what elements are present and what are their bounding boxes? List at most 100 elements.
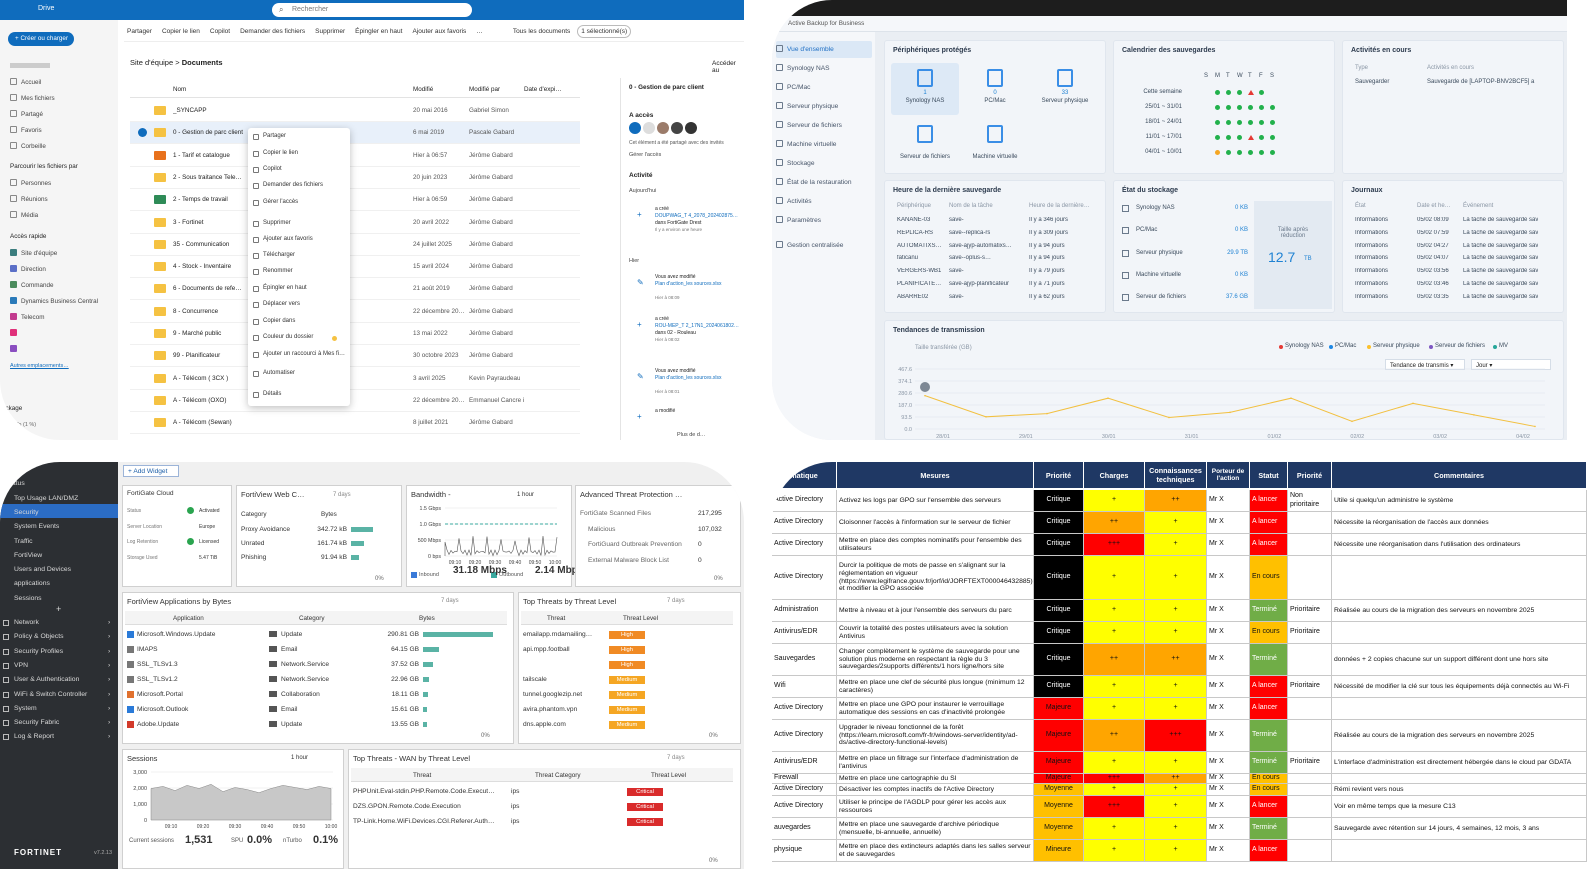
- table-cell[interactable]: Upgrader le niveau fonctionnel de la for…: [837, 720, 1034, 752]
- table-cell[interactable]: A lancer: [1250, 512, 1288, 534]
- table-cell[interactable]: Mettre en place un filtrage sur l'interf…: [837, 752, 1034, 774]
- table-cell[interactable]: Administration: [772, 600, 837, 622]
- add-icon[interactable]: +: [56, 604, 62, 614]
- table-cell[interactable]: Active Directory: [772, 698, 837, 720]
- table-cell[interactable]: Mr X: [1207, 644, 1250, 676]
- table-cell[interactable]: En cours: [1250, 784, 1288, 796]
- context-menu-item[interactable]: Partager: [263, 133, 287, 139]
- file-name[interactable]: 8 - Concurrence: [173, 307, 219, 315]
- table-row[interactable]: 0 - Gestion de parc client 6 mai 2019 Pasc…: [130, 122, 580, 145]
- table-cell[interactable]: Cloisonner l'accès à l'information sur l…: [837, 512, 1034, 534]
- table-cell[interactable]: Non prioritaire: [1288, 490, 1332, 512]
- apps-col-bytes[interactable]: Bytes: [419, 615, 435, 622]
- table-row[interactable]: 8 - Concurrence 22 décembre 20… Jérôme Gab…: [130, 301, 580, 323]
- device-tile[interactable]: 1 Synology NAS: [891, 63, 959, 115]
- table-cell[interactable]: Terminé: [1250, 752, 1288, 774]
- table-cell[interactable]: +: [1084, 490, 1145, 512]
- table-row[interactable]: 1 - Tarif et catalogue Hier à 06:57 Jérôme…: [130, 145, 580, 167]
- sidebar-item[interactable]: Serveur de fichiers: [787, 122, 842, 129]
- col-modified[interactable]: Modifié: [413, 86, 434, 93]
- sidebar-item[interactable]: Top Usage LAN/DMZ: [14, 494, 79, 502]
- table-cell[interactable]: +: [1145, 622, 1207, 644]
- table-cell[interactable]: Durcir la politique de mots de passe en …: [837, 556, 1034, 600]
- activity-file-link[interactable]: ROU-MEP_T 2_17N1_2024061802.conf: [655, 323, 739, 329]
- table-cell[interactable]: Majeure: [1034, 720, 1084, 752]
- table-cell[interactable]: Réalisée au cours de la migration des se…: [1332, 600, 1587, 622]
- table-row[interactable]: 6 - Documents de reference 21 août 2019 Jé…: [130, 278, 580, 301]
- pane-more[interactable]: Plus de d…: [677, 432, 706, 438]
- sidebar-item[interactable]: applications: [14, 580, 50, 588]
- col-modified-by[interactable]: Modifié par: [469, 86, 501, 93]
- table-cell[interactable]: [1288, 774, 1332, 784]
- table-cell[interactable]: [1332, 698, 1587, 720]
- table-cell[interactable]: Critique: [1034, 644, 1084, 676]
- table-cell[interactable]: Prioritaire: [1288, 622, 1332, 644]
- table-cell[interactable]: En cours: [1250, 622, 1288, 644]
- selection-pill[interactable]: 1 sélectionné(s): [577, 25, 632, 38]
- device-tile[interactable]: 33 Serveur physique: [1031, 63, 1099, 115]
- table-cell[interactable]: A lancer: [1250, 676, 1288, 698]
- table-cell[interactable]: +: [1145, 796, 1207, 818]
- wan-period[interactable]: 7 days: [667, 755, 685, 761]
- table-cell[interactable]: [1288, 512, 1332, 534]
- table-cell[interactable]: Critique: [1034, 676, 1084, 698]
- table-row[interactable]: 2 - Sous traitance Telecom 20 juin 2023 Jé…: [130, 167, 580, 189]
- table-cell[interactable]: [1332, 556, 1587, 600]
- column-header[interactable]: Statut: [1250, 462, 1288, 488]
- avatar[interactable]: [629, 122, 641, 134]
- webcat-col-category[interactable]: Category: [241, 511, 267, 518]
- table-cell[interactable]: Active Directory: [772, 534, 837, 556]
- trend-period-select[interactable]: Jour ▾: [1471, 359, 1551, 370]
- file-name[interactable]: 99 - Planificateur: [173, 352, 221, 360]
- context-menu-item[interactable]: Ajouter aux favoris: [263, 236, 313, 242]
- sidebar-item[interactable]: Serveur physique: [787, 103, 839, 110]
- table-cell[interactable]: Utile si quelqu'un administre le système: [1332, 490, 1587, 512]
- sidebar-item[interactable]: Stockage: [787, 160, 815, 167]
- apps-col-category[interactable]: Category: [299, 615, 325, 622]
- sidebar-item[interactable]: Gestion centralisée: [787, 242, 844, 249]
- copy-link-command[interactable]: Copier le lien: [161, 28, 200, 35]
- table-cell[interactable]: ++: [1145, 774, 1207, 784]
- table-cell[interactable]: Activez les logs par GPO sur l'ensemble …: [837, 490, 1034, 512]
- quick-commande[interactable]: Commande: [10, 281, 54, 289]
- table-cell[interactable]: +: [1145, 556, 1207, 600]
- avatar[interactable]: [685, 122, 697, 134]
- pin-command[interactable]: Épingler en haut: [355, 28, 403, 35]
- table-cell[interactable]: [1288, 534, 1332, 556]
- table-cell[interactable]: +: [1145, 512, 1207, 534]
- table-cell[interactable]: Mettre en place une clef de sécurité plu…: [837, 676, 1034, 698]
- file-name[interactable]: 9 - Marché public: [173, 330, 222, 337]
- table-cell[interactable]: Critique: [1034, 534, 1084, 556]
- sidebar-item[interactable]: Paramètres: [787, 217, 822, 224]
- file-name[interactable]: 0 - Gestion de parc client: [173, 129, 243, 137]
- create-button[interactable]: + Créer ou charger: [8, 32, 74, 46]
- table-cell[interactable]: L'interface d'administration est directe…: [1332, 752, 1587, 774]
- table-row[interactable]: A - Télécom ( 3CX ) 3 avril 2025 Kevin Pay…: [130, 368, 580, 390]
- table-cell[interactable]: ++: [1084, 720, 1145, 752]
- table-cell[interactable]: [1288, 720, 1332, 752]
- file-name[interactable]: 6 - Documents de reference: [173, 285, 243, 293]
- table-cell[interactable]: Mr X: [1207, 622, 1250, 644]
- wan-col-level[interactable]: Threat Level: [651, 772, 687, 779]
- table-cell[interactable]: +: [1084, 784, 1145, 796]
- table-cell[interactable]: Terminé: [1250, 720, 1288, 752]
- table-cell[interactable]: données + 2 copies chacune sur un suppor…: [1332, 644, 1587, 676]
- quick-dynamics[interactable]: Dynamics Business Central: [10, 297, 98, 305]
- webcat-period[interactable]: 7 days: [333, 492, 351, 498]
- table-cell[interactable]: +: [1145, 676, 1207, 698]
- copilot-command[interactable]: Copilot: [209, 28, 231, 35]
- table-row[interactable]: 4 - Stock - Inventaire 15 avril 2024 Jérôm…: [130, 256, 580, 279]
- file-name[interactable]: A - Télécom (Sewan): [173, 419, 232, 427]
- table-cell[interactable]: +: [1084, 676, 1145, 698]
- quick-direction[interactable]: Direction: [10, 265, 46, 273]
- table-cell[interactable]: Mr X: [1207, 676, 1250, 698]
- nav-shared[interactable]: Partagé: [10, 110, 43, 118]
- sidebar-item[interactable]: Traffic: [14, 537, 33, 545]
- table-cell[interactable]: Mr X: [1207, 600, 1250, 622]
- table-cell[interactable]: Utiliser le principe de l'AGDLP pour gér…: [837, 796, 1034, 818]
- apps-col-app[interactable]: Application: [173, 615, 204, 622]
- table-cell[interactable]: [1288, 698, 1332, 720]
- webcat-col-bytes[interactable]: Bytes: [321, 511, 337, 518]
- file-name[interactable]: 2 - Sous traitance Telecom: [173, 173, 243, 181]
- table-cell[interactable]: Mr X: [1207, 534, 1250, 556]
